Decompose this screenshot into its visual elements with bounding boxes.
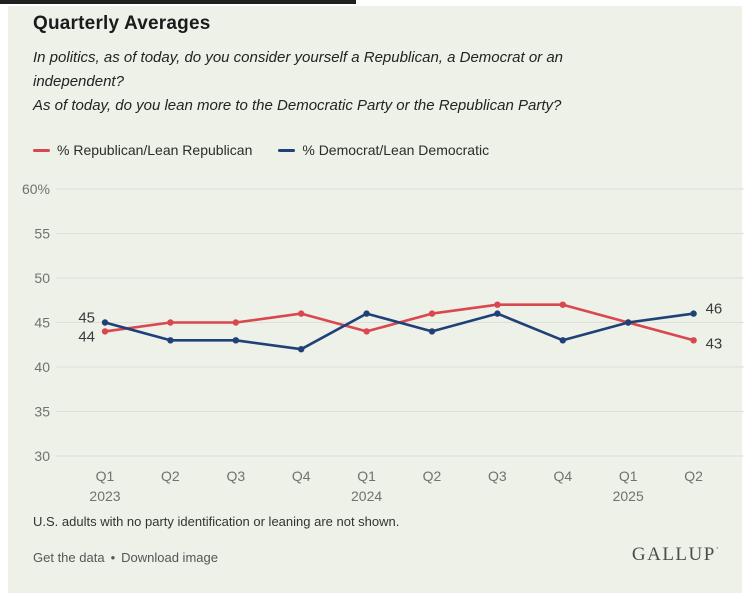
question-line-2: independent? bbox=[33, 73, 124, 90]
x-tick-label-3: Q4 bbox=[292, 468, 311, 484]
x-tick-label-1: Q2 bbox=[161, 468, 180, 484]
democrat-line-swatch bbox=[278, 148, 296, 152]
data-point-0-6[interactable] bbox=[494, 301, 501, 308]
data-point-0-5[interactable] bbox=[428, 310, 436, 317]
end-value-label-1: 46 bbox=[706, 301, 723, 318]
data-point-1-5[interactable] bbox=[428, 328, 436, 335]
legend-item-republican: % Republican/Lean Republican bbox=[33, 142, 252, 158]
data-point-0-4[interactable] bbox=[363, 328, 370, 335]
page-title: Quarterly Averages bbox=[33, 13, 211, 34]
x-year-label-2023: 2023 bbox=[89, 488, 120, 504]
question-line-3: As of today, do you lean more to the Dem… bbox=[33, 97, 562, 114]
gallup-logo-trademark: ’ bbox=[715, 545, 720, 555]
data-point-1-7[interactable] bbox=[559, 337, 566, 344]
data-point-0-9[interactable] bbox=[690, 337, 697, 344]
chart-question-text: In politics, as of today, do you conside… bbox=[33, 46, 563, 118]
link-separator: • bbox=[110, 550, 116, 565]
x-year-label-2025: 2025 bbox=[613, 488, 644, 504]
legend-item-democrat: % Democrat/Lean Democratic bbox=[278, 142, 489, 158]
data-point-0-2[interactable] bbox=[232, 319, 239, 326]
question-line-1: In politics, as of today, do you conside… bbox=[33, 49, 564, 66]
data-point-1-3[interactable] bbox=[298, 346, 305, 353]
legend: % Republican/Lean Republican % Democrat/… bbox=[33, 142, 489, 158]
y-tick-label-30: 30 bbox=[34, 448, 50, 464]
x-tick-label-2: Q3 bbox=[226, 468, 245, 484]
end-value-label-0: 43 bbox=[706, 335, 723, 352]
data-point-0-0[interactable] bbox=[101, 328, 109, 335]
get-the-data-link[interactable]: Get the data bbox=[33, 550, 105, 565]
chart-footnote: U.S. adults with no party identification… bbox=[33, 514, 400, 529]
series-line-1 bbox=[104, 312, 694, 351]
republican-line-swatch bbox=[33, 148, 50, 152]
y-tick-label-35: 35 bbox=[34, 404, 50, 420]
start-value-label-1: 45 bbox=[78, 310, 95, 327]
x-tick-label-0: Q1 bbox=[96, 468, 115, 484]
data-point-1-2[interactable] bbox=[232, 337, 239, 344]
x-tick-label-7: Q4 bbox=[553, 468, 572, 484]
data-point-1-9[interactable] bbox=[690, 310, 697, 317]
gallup-logo[interactable]: GALLUP’ bbox=[632, 544, 720, 566]
x-tick-label-6: Q3 bbox=[488, 468, 507, 484]
data-point-1-0[interactable] bbox=[101, 319, 109, 326]
top-edge-artifact bbox=[0, 0, 356, 4]
x-year-label-2024: 2024 bbox=[351, 488, 382, 504]
data-point-1-6[interactable] bbox=[494, 310, 501, 317]
x-tick-label-9: Q2 bbox=[684, 468, 703, 484]
x-tick-label-4: Q1 bbox=[357, 468, 376, 484]
data-point-1-8[interactable] bbox=[625, 319, 632, 326]
data-point-0-7[interactable] bbox=[559, 301, 566, 308]
chart-card: Quarterly Averages In politics, as of to… bbox=[8, 6, 744, 593]
y-tick-label-50: 50 bbox=[34, 270, 50, 286]
y-tick-label-55: 55 bbox=[34, 226, 50, 242]
gallup-logo-text: GALLUP bbox=[631, 544, 716, 565]
data-point-1-4[interactable] bbox=[363, 310, 370, 317]
data-point-0-3[interactable] bbox=[298, 310, 305, 317]
chart-plot-area: 60% 55 50 45 40 35 30 Q1 Q2 Q3 Q4 Q1 Q2 Q3 Q4 Q1 Q2 2023 2… bbox=[8, 160, 744, 510]
legend-label-republican: % Republican/Lean Republican bbox=[57, 142, 253, 158]
x-tick-label-5: Q2 bbox=[423, 468, 442, 484]
data-point-1-1[interactable] bbox=[167, 337, 174, 344]
y-tick-label-60: 60% bbox=[22, 181, 50, 197]
start-value-label-0: 44 bbox=[78, 328, 95, 345]
line-chart-canvas: 60% 55 50 45 40 35 30 Q1 Q2 Q3 Q4 Q1 Q2 Q3 Q4 Q1 Q2 2023 2… bbox=[22, 181, 744, 504]
download-image-link[interactable]: Download image bbox=[121, 550, 218, 565]
x-tick-label-8: Q1 bbox=[619, 468, 638, 484]
y-tick-label-40: 40 bbox=[34, 359, 50, 375]
y-tick-label-45: 45 bbox=[34, 315, 50, 331]
data-point-0-1[interactable] bbox=[167, 319, 174, 326]
footer-links: Get the data • Download image bbox=[33, 550, 218, 565]
legend-label-democrat: % Democrat/Lean Democratic bbox=[302, 142, 490, 158]
